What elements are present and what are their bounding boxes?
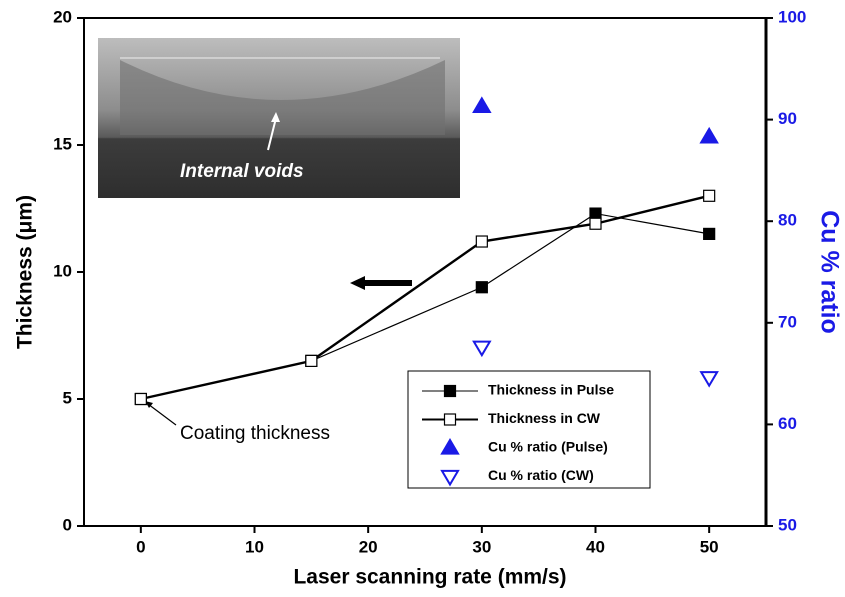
y-tick-label: 5 [63,388,72,407]
x-tick-label: 20 [359,537,378,556]
legend-marker [445,414,456,425]
y2-tick-label: 90 [778,109,797,128]
marker [704,228,715,239]
y2-tick-label: 80 [778,211,797,230]
x-tick-label: 40 [586,537,605,556]
x-tick-label: 0 [136,537,145,556]
y2-axis-label: Cu % ratio [815,210,843,334]
marker [474,98,490,112]
annotation-arrow [148,404,176,425]
legend-marker [445,386,456,397]
y2-tick-label: 60 [778,414,797,433]
chart: Internal voids Coating thickness Laser s… [0,0,845,592]
y2-tick-label: 50 [778,515,797,534]
marker [701,372,717,386]
marker [590,208,601,219]
marker [476,236,487,247]
y-tick-label: 15 [53,134,72,153]
marker [704,190,715,201]
y2-tick-label: 100 [778,7,806,26]
marker [306,355,317,366]
x-tick-label: 50 [700,537,719,556]
marker [474,342,490,356]
marker [135,394,146,405]
x-axis-label: Laser scanning rate (mm/s) [293,566,566,589]
x-tick-label: 30 [472,537,491,556]
legend-label: Cu % ratio (CW) [488,467,594,483]
x-tick-label: 10 [245,537,264,556]
y-tick-label: 0 [63,515,72,534]
inset-annotation: Internal voids [180,161,304,182]
y-tick-label: 20 [53,7,72,26]
y-axis-label: Thickness (μm) [14,195,37,349]
direction-arrow [350,276,412,290]
marker [590,218,601,229]
y2-tick-label: 70 [778,312,797,331]
series-line [141,196,709,399]
marker [476,282,487,293]
legend-label: Thickness in Pulse [488,382,614,398]
legend-label: Thickness in CW [488,410,601,426]
annotation: Coating thickness [180,423,330,444]
y-tick-label: 10 [53,261,72,280]
legend-label: Cu % ratio (Pulse) [488,439,608,455]
marker [701,129,717,143]
